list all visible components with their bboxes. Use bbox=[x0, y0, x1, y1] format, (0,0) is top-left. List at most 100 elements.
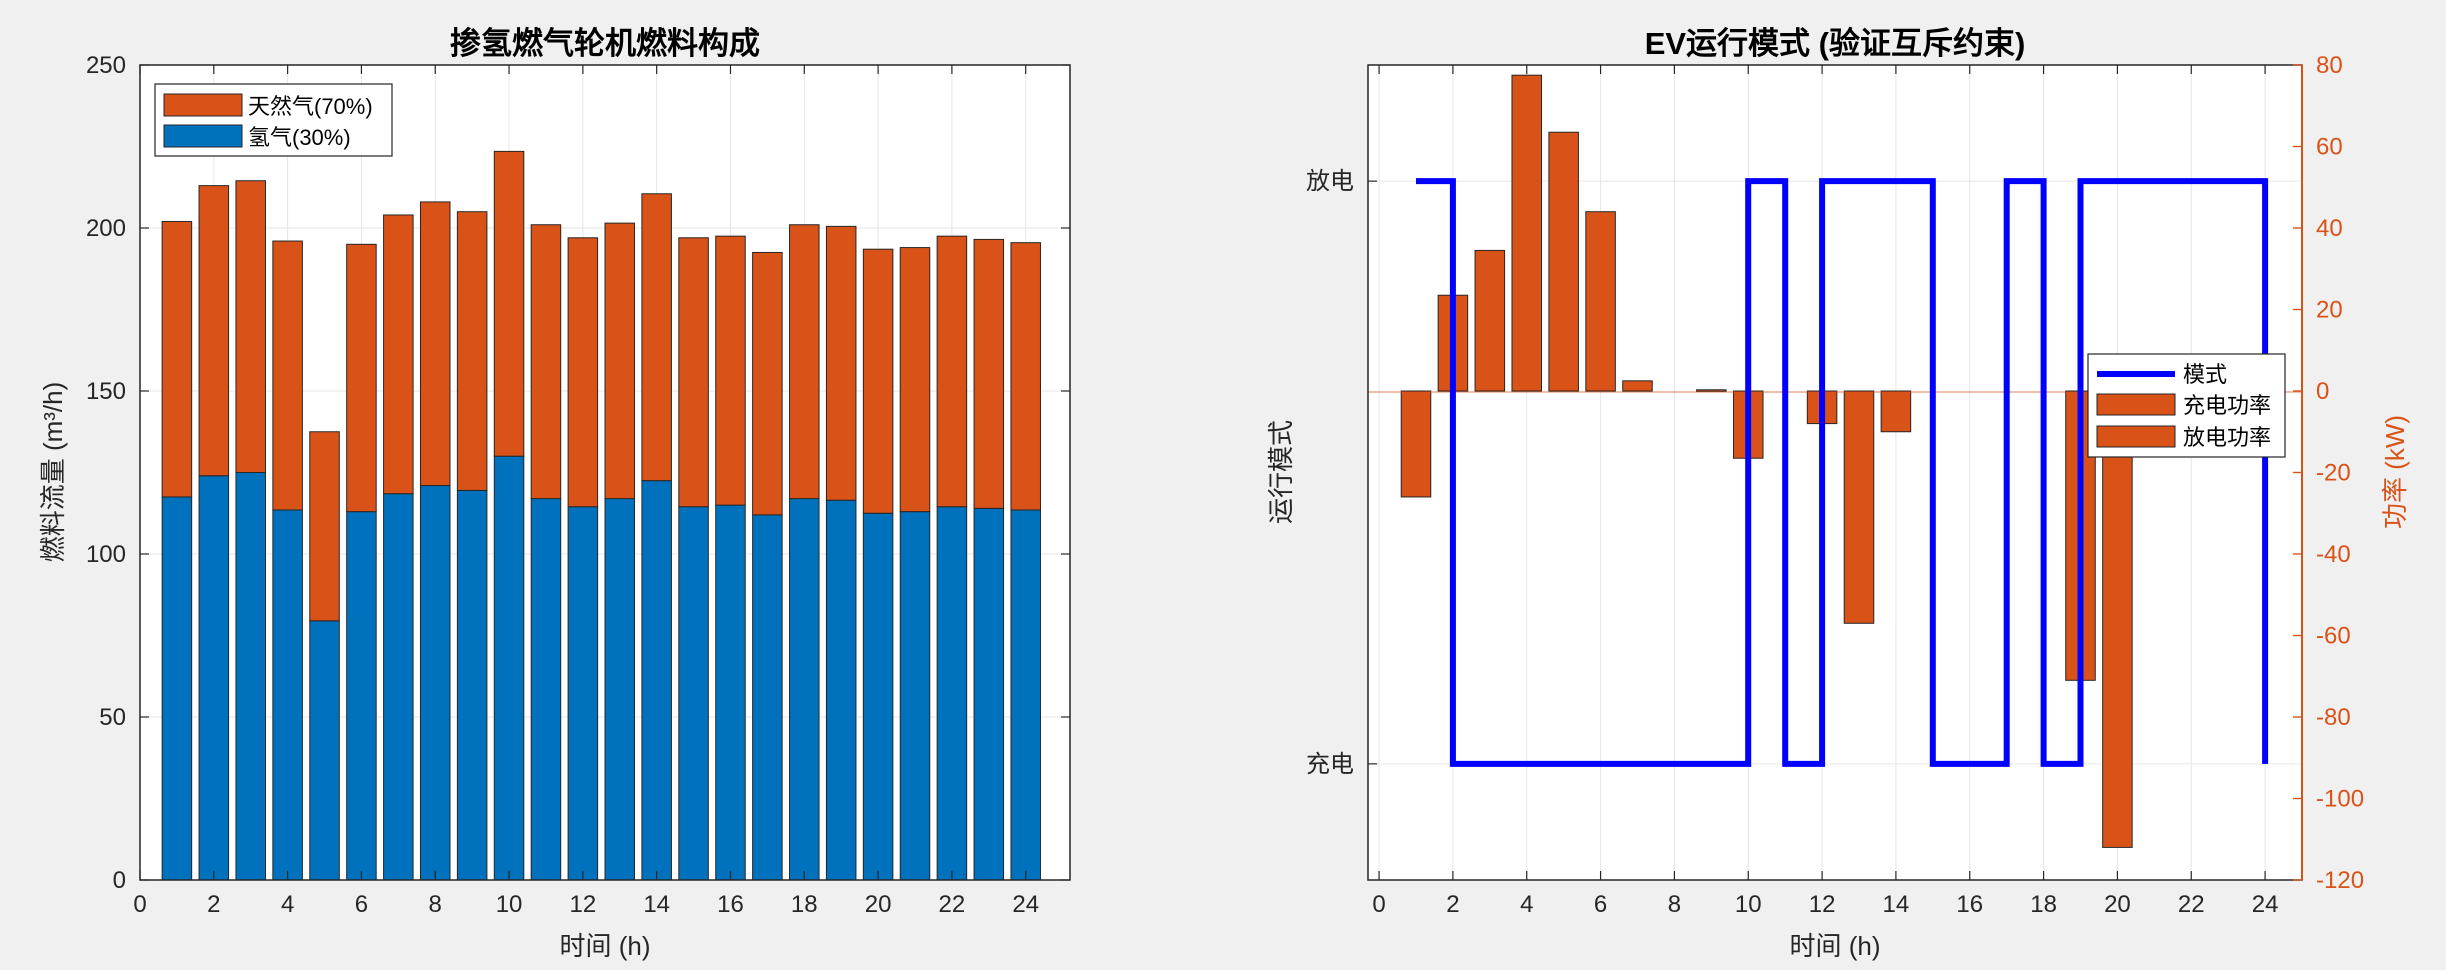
natural-gas-bar bbox=[383, 214, 414, 495]
natural-gas-bar bbox=[530, 224, 562, 500]
natural-gas-bar bbox=[198, 185, 230, 477]
power-tick-label: -80 bbox=[2316, 704, 2351, 731]
left-y-tick-label: 250 bbox=[86, 52, 126, 79]
hydrogen-bar bbox=[973, 507, 1005, 881]
legend-swatch-discharge-power bbox=[2096, 425, 2176, 448]
natural-gas-bar bbox=[419, 201, 451, 487]
hydrogen-bar bbox=[456, 489, 488, 881]
right-right-y-axis-label: 功率 (kW) bbox=[2380, 415, 2410, 529]
hydrogen-bar bbox=[715, 504, 746, 881]
left-chart-title: 掺氢燃气轮机燃料构成 bbox=[450, 26, 760, 61]
natural-gas-bar bbox=[272, 240, 303, 511]
natural-gas-bar bbox=[456, 211, 488, 491]
left-x-tick-label: 0 bbox=[133, 891, 146, 918]
left-x-tick-label: 22 bbox=[939, 891, 966, 918]
right-x-tick-label: 8 bbox=[1668, 891, 1681, 918]
legend-label-natural-gas: 天然气(70%) bbox=[248, 94, 373, 119]
ev-mode-chart: 0 2 4 6 8 10 12 14 16 18 20 22 24放电充电806040200-20-40… bbox=[1266, 26, 2410, 961]
left-y-tick-label: 100 bbox=[86, 541, 126, 568]
left-x-tick-label: 4 bbox=[281, 891, 294, 918]
hydrogen-bar bbox=[235, 472, 266, 881]
right-x-tick-label: 6 bbox=[1594, 891, 1607, 918]
hydrogen-bar bbox=[789, 498, 820, 881]
charge-power-bar bbox=[1548, 131, 1579, 392]
natural-gas-bar bbox=[936, 235, 968, 508]
natural-gas-bar bbox=[346, 243, 377, 513]
right-x-tick-label: 0 bbox=[1372, 891, 1385, 918]
right-x-tick-label: 20 bbox=[2104, 891, 2131, 918]
natural-gas-bar bbox=[493, 150, 525, 457]
right-x-axis-label: 时间 (h) bbox=[1789, 931, 1880, 961]
hydrogen-bar bbox=[161, 496, 193, 881]
left-x-tick-label: 6 bbox=[355, 891, 368, 918]
hydrogen-bar bbox=[1010, 509, 1041, 881]
right-plot-area bbox=[1368, 65, 2302, 880]
charge-power-bar bbox=[1511, 74, 1543, 392]
left-x-tick-label: 24 bbox=[1012, 891, 1039, 918]
left-x-tick-label: 12 bbox=[570, 891, 597, 918]
right-x-tick-label: 16 bbox=[1956, 891, 1983, 918]
power-tick-label: 80 bbox=[2316, 52, 2343, 79]
left-y-tick-label: 200 bbox=[86, 215, 126, 242]
natural-gas-bar bbox=[641, 193, 672, 482]
left-x-tick-label: 14 bbox=[643, 891, 670, 918]
hydrogen-bar bbox=[936, 506, 968, 881]
hydrogen-bar bbox=[825, 499, 857, 881]
right-x-tick-label: 18 bbox=[2030, 891, 2057, 918]
hydrogen-bar bbox=[604, 498, 636, 881]
mode-tick-label: 放电 bbox=[1306, 168, 1354, 195]
hydrogen-bar bbox=[346, 511, 377, 881]
discharge-power-bar bbox=[2102, 390, 2133, 848]
natural-gas-bar bbox=[161, 220, 193, 498]
power-tick-label: 20 bbox=[2316, 297, 2343, 324]
charge-power-bar bbox=[1585, 211, 1616, 392]
mode-tick-label: 充电 bbox=[1306, 751, 1354, 778]
right-x-tick-label: 4 bbox=[1520, 891, 1533, 918]
left-x-axis-label: 时间 (h) bbox=[559, 931, 650, 961]
hydrogen-bar bbox=[862, 512, 894, 881]
natural-gas-bar bbox=[235, 180, 266, 473]
discharge-power-bar bbox=[1400, 390, 1432, 498]
natural-gas-bar bbox=[309, 431, 340, 622]
hydrogen-bar bbox=[272, 509, 303, 881]
right-x-tick-label: 2 bbox=[1446, 891, 1459, 918]
legend-swatch-charge-power bbox=[2096, 393, 2176, 416]
hydrogen-bar bbox=[678, 506, 709, 881]
right-left-y-axis-label: 运行模式 bbox=[1266, 420, 1296, 524]
left-y-tick-label: 150 bbox=[86, 378, 126, 405]
left-y-tick-label: 0 bbox=[113, 867, 126, 894]
right-x-tick-label: 10 bbox=[1735, 891, 1762, 918]
legend-swatch-hydrogen bbox=[163, 124, 243, 148]
power-tick-label: 0 bbox=[2316, 378, 2329, 405]
left-x-tick-label: 20 bbox=[865, 891, 892, 918]
legend-swatch-natural-gas bbox=[163, 93, 243, 117]
left-bars bbox=[161, 150, 1041, 881]
natural-gas-bar bbox=[752, 251, 783, 516]
legend-label-mode: 模式 bbox=[2183, 362, 2227, 387]
mode-line bbox=[1416, 178, 2269, 767]
power-tick-label: 40 bbox=[2316, 215, 2343, 242]
power-tick-label: -120 bbox=[2316, 867, 2364, 894]
hydrogen-bar bbox=[493, 455, 525, 881]
charge-power-bar bbox=[1474, 249, 1506, 392]
natural-gas-bar bbox=[899, 247, 931, 513]
power-tick-label: 60 bbox=[2316, 134, 2343, 161]
natural-gas-bar bbox=[715, 235, 746, 506]
right-x-tick-label: 24 bbox=[2252, 891, 2279, 918]
right-x-tick-label: 22 bbox=[2178, 891, 2205, 918]
natural-gas-bar bbox=[973, 238, 1005, 509]
hydrogen-bar bbox=[419, 485, 451, 881]
right-legend: 模式 充电功率 放电功率 bbox=[2087, 353, 2286, 458]
discharge-power-bar bbox=[1880, 390, 1912, 433]
right-x-tick-label: 14 bbox=[1883, 891, 1910, 918]
hydrogen-bar bbox=[383, 493, 414, 881]
natural-gas-bar bbox=[604, 222, 636, 500]
natural-gas-bar bbox=[567, 237, 599, 508]
left-x-tick-label: 10 bbox=[496, 891, 523, 918]
left-x-tick-label: 18 bbox=[791, 891, 818, 918]
left-x-tick-label: 8 bbox=[429, 891, 442, 918]
hydrogen-bar bbox=[641, 480, 672, 881]
hydrogen-bar bbox=[530, 498, 562, 881]
